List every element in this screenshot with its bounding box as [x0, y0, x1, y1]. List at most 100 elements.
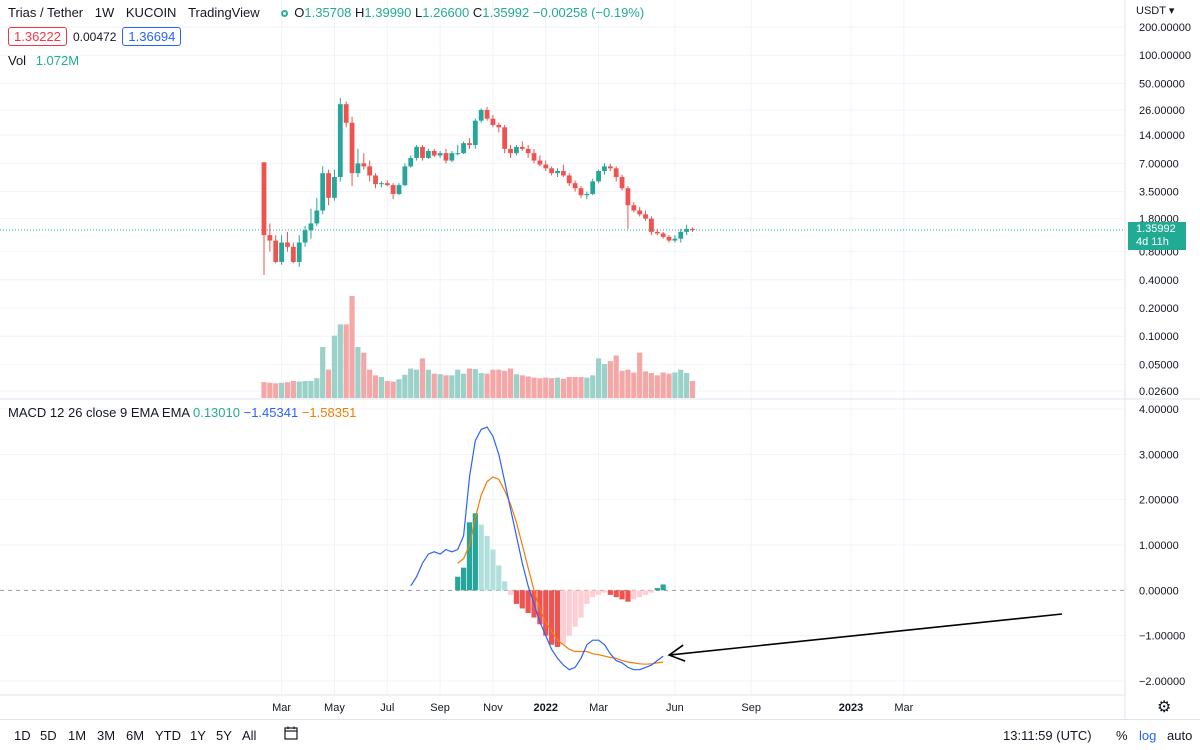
- candle: [531, 148, 537, 164]
- candle-body: [449, 153, 455, 161]
- volume-bar: [666, 373, 672, 398]
- chart-canvas[interactable]: 200.00000 100.00000 50.00000 26.00000 14.000…: [0, 0, 1200, 720]
- time-tick-label: 2023: [839, 702, 863, 714]
- volume-bar: [678, 369, 684, 398]
- macd-histogram-bar: [496, 565, 502, 591]
- macd-histogram-bar: [619, 590, 625, 600]
- volume-bar: [490, 369, 496, 398]
- volume-legend[interactable]: Vol 1.072M: [8, 53, 79, 68]
- candle-body: [572, 183, 578, 189]
- currency-selector[interactable]: USDT ▾: [1136, 4, 1174, 17]
- candle-body: [613, 168, 619, 178]
- macd-histogram-bar: [525, 590, 531, 613]
- candle-body: [384, 183, 390, 186]
- candle: [273, 235, 279, 264]
- candle-body: [349, 122, 355, 174]
- percent-toggle[interactable]: %: [1116, 728, 1128, 743]
- volume-bar: [355, 347, 361, 398]
- macd-histogram-bar: [519, 590, 525, 609]
- macd-histogram-bar: [654, 588, 660, 591]
- macd-histogram-bar: [543, 590, 549, 636]
- candle-body: [455, 153, 461, 155]
- volume-bar: [267, 382, 273, 398]
- candle: [525, 144, 531, 158]
- candle-body: [396, 185, 402, 194]
- volume-bar: [396, 379, 402, 398]
- candle: [349, 116, 355, 187]
- volume-bar: [578, 377, 584, 398]
- time-tick-label: Sep: [741, 702, 761, 714]
- range-1d-button[interactable]: 1D: [14, 728, 31, 743]
- gear-icon[interactable]: ⚙: [1157, 699, 1172, 716]
- candle: [379, 181, 384, 188]
- volume-bar: [367, 369, 373, 398]
- utc-clock[interactable]: 13:11:59 (UTC): [1003, 728, 1092, 743]
- volume-bar: [513, 374, 520, 398]
- volume-bar: [284, 382, 291, 398]
- volume-bar: [625, 369, 631, 398]
- volume-bar: [296, 381, 302, 398]
- ohlc-key-l: L: [415, 5, 423, 20]
- candle-body: [437, 153, 443, 156]
- candle: [649, 216, 654, 236]
- time-tick-label: Mar: [272, 702, 291, 714]
- volume-bar: [273, 383, 279, 398]
- candle: [578, 186, 584, 198]
- macd-histogram-bar: [472, 513, 478, 591]
- candle: [572, 180, 578, 192]
- log-toggle[interactable]: log: [1139, 728, 1157, 743]
- macd-histogram-bar: [601, 590, 608, 593]
- candle-body: [690, 228, 695, 231]
- macd-histogram-bar: [478, 524, 484, 591]
- range-1y-button[interactable]: 1Y: [190, 728, 206, 743]
- candle-body: [414, 146, 420, 158]
- candle: [320, 166, 326, 215]
- candle: [326, 169, 331, 206]
- volume-bar: [419, 358, 426, 398]
- candle-body: [637, 210, 643, 215]
- time-tick-label: 2022: [534, 702, 558, 714]
- candle-body: [408, 157, 414, 167]
- market-status-icon[interactable]: [281, 9, 289, 17]
- ohlc-values: O1.35708 H1.39990 L1.26600 C1.35992: [294, 5, 533, 20]
- candle-body: [525, 148, 531, 154]
- macd-legend[interactable]: MACD 12 26 close 9 EMA EMA 0.13010 −1.45…: [8, 405, 356, 420]
- volume-bar: [484, 373, 490, 398]
- bar-countdown: 4d 11h: [1136, 236, 1169, 248]
- macd-histogram-bar: [507, 590, 514, 595]
- candle-body: [302, 230, 308, 243]
- volume-bar: [261, 382, 267, 398]
- volume-bar: [290, 381, 296, 398]
- volume-bar: [449, 375, 455, 398]
- volume-bar: [660, 372, 666, 398]
- macd-histogram-bar: [578, 590, 584, 618]
- candle: [637, 206, 643, 217]
- range-ytd-button[interactable]: YTD: [155, 728, 181, 743]
- symbol-title[interactable]: Trias / Tether: [8, 5, 84, 20]
- candle-body: [514, 146, 519, 154]
- candle: [373, 173, 378, 189]
- range-1m-button[interactable]: 1M: [68, 728, 87, 743]
- candle-body: [478, 109, 484, 121]
- candle: [355, 148, 361, 178]
- macd-label: MACD 12 26 close 9 EMA EMA: [8, 405, 190, 420]
- candle-body: [320, 173, 326, 211]
- range-5y-button[interactable]: 5Y: [216, 728, 232, 743]
- candle-body: [461, 143, 466, 154]
- auto-toggle[interactable]: auto: [1167, 728, 1193, 743]
- volume-bar: [519, 375, 525, 398]
- ohlc-value-l: 1.26600: [422, 5, 470, 20]
- range-all-button[interactable]: All: [242, 728, 257, 743]
- price-tick-label: 0.05000: [1139, 359, 1179, 371]
- range-5d-button[interactable]: 5D: [40, 728, 57, 743]
- volume-bar: [343, 324, 349, 398]
- calendar-icon[interactable]: [284, 726, 298, 740]
- range-3m-button[interactable]: 3M: [97, 728, 116, 743]
- candle-body: [678, 231, 684, 239]
- bid-price-button[interactable]: 1.36222: [8, 27, 67, 46]
- candle: [590, 178, 596, 196]
- candle-body: [472, 120, 478, 145]
- range-6m-button[interactable]: 6M: [126, 728, 145, 743]
- ohlc-value-c: 1.35992: [482, 5, 530, 20]
- ask-price-button[interactable]: 1.36694: [122, 27, 182, 46]
